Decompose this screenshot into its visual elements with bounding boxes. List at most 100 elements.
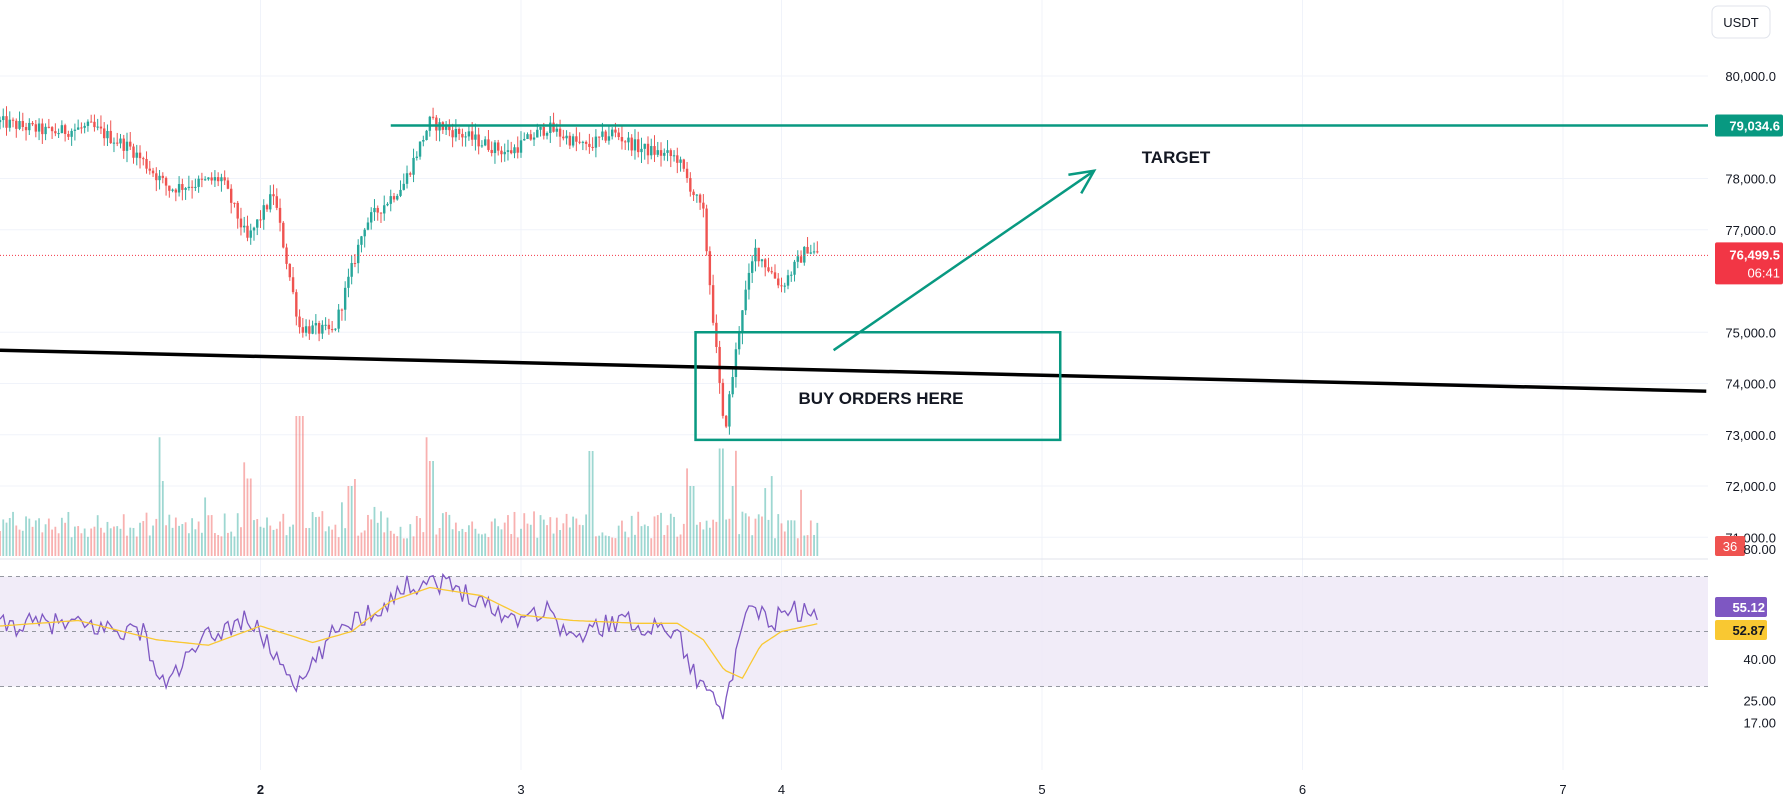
currency-button[interactable]: USDT [1711,5,1771,39]
candle-body [741,310,744,334]
volume-bar [471,521,474,556]
volume-bar [520,528,522,556]
support-trendline[interactable] [0,348,1707,393]
target-price-badge[interactable] [1715,114,1783,137]
candle-body [350,263,353,277]
volume-bar [539,515,542,556]
volume-bar [578,524,581,556]
volume-bar [689,486,692,556]
candle-body [356,244,360,264]
volume-bar [60,517,63,556]
candle-body [370,212,373,223]
candle-body [558,128,562,137]
price-axis[interactable]: 80,000.0 78,000.0 77,000.0 75,000.0 74,000.0… [1715,69,1783,556]
candle-body [519,140,523,153]
candle-body [474,134,477,140]
candle-body [2,116,5,121]
volume-bar [585,514,588,556]
volume-bar [634,534,636,556]
candle-body [99,126,103,129]
candle-body [210,177,213,181]
candle-body [777,278,780,286]
volume-bar [334,524,337,556]
candle-body [422,139,425,142]
candle-body [656,150,659,155]
volume-bar [604,535,607,556]
candle-body [539,126,542,130]
candle-body [28,122,31,131]
volume-bar [370,519,373,556]
volume-bar [676,536,679,556]
rsi-axis[interactable]: 80.00 40.00 25.00 17.00 55.12 52.87 [1715,542,1776,730]
candle-body [207,177,210,180]
volume-bar [614,538,617,556]
candle-body [682,159,686,169]
volume-bar [624,531,627,556]
volume-bar [158,437,161,556]
volume-bar [764,488,767,556]
volume-bar [598,535,601,556]
candle-body [633,139,637,151]
volume-bar [246,478,249,556]
volume-bar [12,511,14,556]
candle-body [226,180,230,189]
volume-bar [51,529,53,556]
volume-value-badge [1715,536,1745,556]
candle-body [18,121,21,129]
volume-bar [223,513,226,556]
volume-bar [650,538,653,556]
rsi-lines [0,572,818,720]
candle-body [532,137,536,140]
volume-bar [565,513,568,556]
volume-bar [207,515,210,556]
candle-body [614,129,617,133]
candle-body [812,251,816,253]
candle-body [529,134,532,140]
candle-body [5,116,8,128]
candle-body [76,127,80,130]
target-arrow-head[interactable] [1068,169,1097,195]
target-arrow-line[interactable] [832,169,1095,352]
time-axis[interactable]: 2 3 4 5 6 7 [257,782,1567,797]
volume-bar [549,517,552,556]
candle-body [685,168,689,179]
volume-bars [0,416,819,556]
last-price-badge[interactable] [1715,242,1783,285]
candle-body [760,259,764,262]
candle-body [435,117,438,131]
candle-body [24,127,28,131]
candle-body [57,133,60,135]
bar-countdown-label: 06:41 [1747,265,1780,280]
volume-bar [314,517,317,556]
candle-body [373,207,376,213]
candle-body [112,142,116,144]
candle-body [695,194,699,196]
volume-bar [640,526,643,556]
candle-body [477,134,480,147]
candle-body [174,189,178,193]
candle-body [402,183,405,190]
volume-bar [663,534,666,556]
candle-body [493,142,497,154]
volume-bar [399,526,402,556]
volume-bar [165,525,167,556]
volume-bar [559,530,561,556]
volume-bar [432,461,434,556]
candle-body [181,184,184,190]
volume-bar [692,486,695,556]
candle-body [184,188,187,190]
volume-bar [761,516,763,556]
volume-bar [673,516,675,556]
buy-zone-box[interactable] [694,331,1062,442]
candle-body [425,130,428,140]
candle-body [607,136,611,141]
drawings[interactable] [0,124,1708,442]
candle-body [70,130,73,137]
volume-bar [0,531,1,556]
volume-bar [380,511,382,556]
volume-bar [210,515,213,556]
candle-body [643,143,646,149]
volume-bar [806,535,809,556]
candle-body [809,252,813,254]
